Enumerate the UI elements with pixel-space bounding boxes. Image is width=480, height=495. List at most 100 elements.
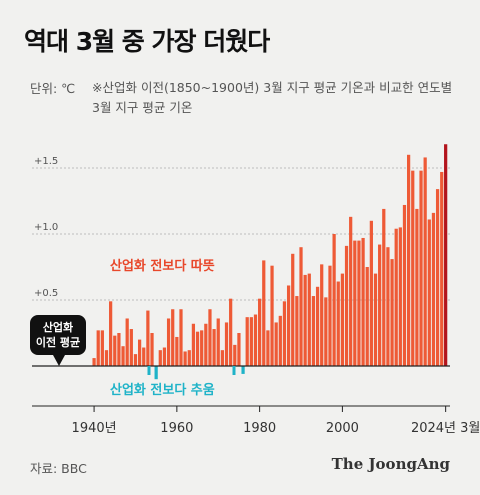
x-tick-label: 1960 [160, 421, 193, 436]
bar-1960 [175, 336, 179, 366]
bar-2004 [357, 240, 361, 366]
bar-1986 [282, 301, 287, 366]
bar-1959 [171, 309, 175, 366]
bar-1946 [117, 333, 121, 366]
bar-2008 [373, 273, 378, 366]
callout-line-2: 이전 평균 [36, 335, 80, 349]
bar-1968 [208, 309, 212, 366]
bar-2016 [407, 154, 411, 366]
bar-1980 [258, 298, 262, 366]
baseline-callout: 산업화 이전 평균 [30, 315, 86, 366]
bar-1956 [158, 350, 162, 366]
bar-1979 [253, 314, 258, 366]
bar-1966 [200, 330, 204, 366]
bar-2012 [390, 259, 394, 366]
bar-1998 [332, 234, 336, 366]
y-axis-ticks: +1.5 +1.0 +0.5 [34, 156, 58, 299]
bar-1955 [154, 366, 158, 380]
bar-1991 [303, 274, 307, 366]
x-tick-label: 2000 [326, 421, 359, 436]
bar-1962 [183, 351, 187, 366]
bar-1996 [324, 297, 328, 366]
y-tick-label: +1.0 [34, 222, 58, 233]
bar-1964 [191, 323, 196, 366]
bar-1963 [187, 350, 191, 366]
bar-1948 [125, 318, 129, 366]
bar-1989 [295, 296, 299, 366]
bar-2020 [423, 157, 427, 366]
bar-2005 [361, 237, 365, 366]
bar-1982 [266, 330, 270, 366]
bar-1947 [121, 346, 125, 366]
bar-2018 [415, 208, 419, 366]
unit-label: 단위: ℃ [30, 81, 76, 96]
bar-1972 [224, 322, 229, 366]
bar-1976 [241, 366, 245, 374]
bar-2002 [349, 216, 353, 366]
bar-1985 [278, 315, 282, 366]
bar-1949 [129, 329, 133, 366]
bar-1999 [336, 281, 340, 366]
bar-1993 [311, 296, 316, 366]
callout-pointer [53, 355, 65, 366]
bars-group [92, 144, 448, 380]
bar-1943 [104, 350, 109, 366]
bar-1942 [100, 330, 104, 366]
x-tick-label: 1980 [243, 421, 276, 436]
bar-2023 [435, 189, 440, 366]
x-axis-ticks: 1940년 1960 1980 2000 2024년 3월 [72, 406, 480, 436]
brand-logo: The JoongAng [331, 455, 450, 473]
warm-annotation: 산업화 전보다 따뜻 [110, 258, 215, 274]
bar-1958 [166, 318, 171, 366]
bar-2003 [353, 240, 357, 366]
bar-1981 [262, 260, 266, 366]
y-tick-label: +0.5 [34, 288, 58, 299]
bar-1954 [150, 333, 154, 366]
bar-1984 [274, 322, 278, 366]
callout-box [30, 315, 86, 355]
bar-1967 [204, 323, 208, 366]
bar-2017 [411, 170, 415, 366]
bar-1974 [233, 344, 237, 366]
bar-1983 [270, 265, 274, 366]
bar-1953 [146, 310, 150, 366]
bar-1992 [307, 273, 311, 366]
bar-1997 [328, 265, 332, 366]
bar-1973 [229, 298, 233, 366]
x-tick-label: 2024년 3월 [411, 421, 480, 436]
bar-1941 [96, 330, 100, 366]
bar-2006 [365, 267, 369, 366]
bar-1952 [142, 347, 146, 366]
bar-1994 [315, 286, 320, 366]
bar-1950 [133, 354, 138, 366]
callout-line-1: 산업화 [43, 320, 73, 334]
bar-2014 [398, 227, 402, 366]
bar-1975 [237, 333, 241, 366]
bar-1940 [92, 358, 96, 366]
bar-2013 [394, 228, 398, 366]
bar-1978 [249, 317, 253, 366]
bar-2001 [344, 245, 349, 366]
bar-2000 [340, 273, 345, 366]
cool-annotation: 산업화 전보다 추움 [110, 382, 215, 398]
bar-1977 [245, 317, 249, 366]
bar-1970 [216, 318, 220, 366]
bar-2019 [419, 170, 423, 366]
bar-1971 [220, 350, 224, 366]
page-title: 역대 3월 중 가장 더웠다 [24, 27, 270, 56]
bar-1951 [137, 339, 142, 366]
bar-2015 [402, 204, 407, 366]
bar-2009 [378, 244, 382, 366]
bar-1945 [113, 335, 117, 366]
bar-1944 [109, 301, 113, 366]
bar-1965 [195, 331, 200, 366]
bar-highlight-2024 [444, 144, 448, 366]
bar-1995 [320, 264, 324, 366]
bar-1990 [299, 247, 303, 366]
bar-1969 [212, 329, 216, 366]
bar-2021 [427, 219, 431, 366]
bar-2011 [386, 247, 390, 366]
bar-1961 [179, 309, 183, 366]
source-credit: 자료: BBC [30, 461, 87, 476]
